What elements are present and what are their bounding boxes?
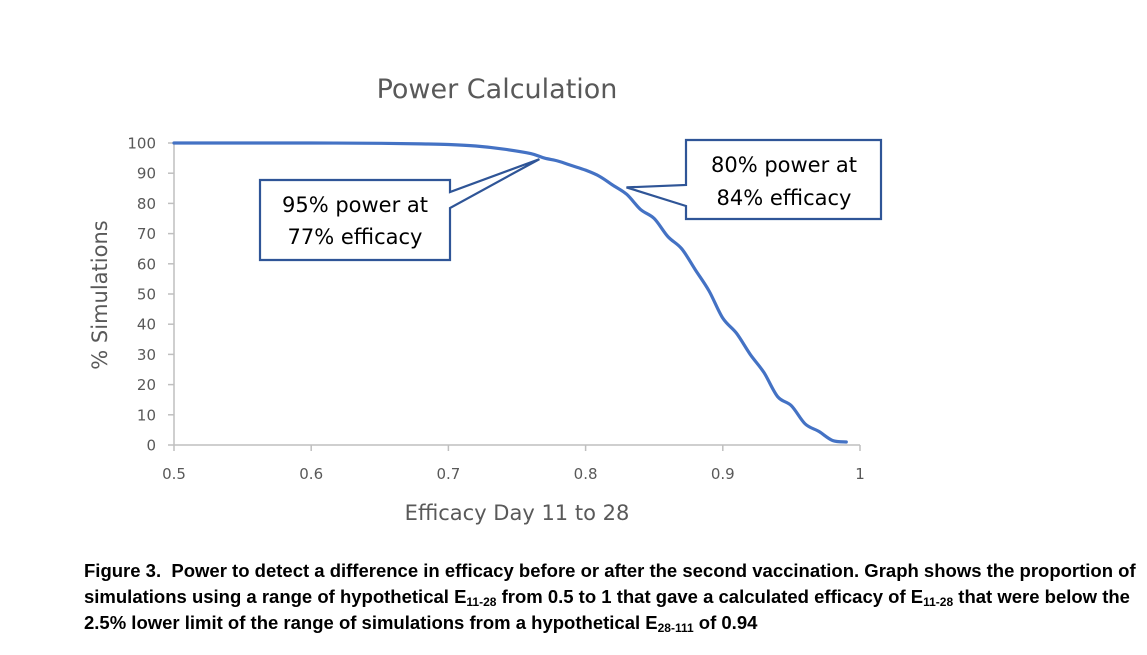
power-calculation-chart: Power Calculation 0 10 20 30 40 50 60 70 80 90 100… [88, 74, 883, 525]
figure-caption: Figure 3. Power to detect a difference i… [84, 558, 1144, 636]
y-tick-labels: 0 10 20 30 40 50 60 70 80 90 100 [127, 135, 156, 455]
y-tick-label: 80 [137, 195, 156, 213]
y-tick-label: 0 [146, 437, 156, 455]
caption-text-1: Power to detect a difference in efficacy… [84, 560, 1136, 607]
x-tick-label: 1 [855, 465, 865, 483]
series-group [172, 141, 848, 444]
annotations: 95% power at 77% efficacy 80% power at 8… [258, 138, 883, 262]
x-axis-label: Efficacy Day 11 to 28 [405, 501, 630, 525]
y-tick-label: 20 [137, 376, 156, 394]
annotation-80-line2: 84% efficacy [717, 186, 852, 210]
y-tick-label: 30 [137, 346, 156, 364]
caption-text-4: of 0.94 [693, 612, 758, 633]
y-axis-label: % Simulations [88, 220, 112, 369]
caption-text-3: that were below the 2.5% lower limit of … [84, 586, 1130, 633]
y-tick-label: 40 [137, 316, 156, 334]
caption-e-subscript-1: 11-28 [466, 595, 497, 609]
series-line [172, 141, 848, 444]
callout-box-80-power [626, 138, 883, 221]
annotation-95-line2: 77% efficacy [288, 225, 423, 249]
caption-text-2: from 0.5 to 1 that gave a calculated eff… [496, 586, 911, 607]
annotation-95-power: 95% power at 77% efficacy [258, 158, 540, 262]
x-tick-label: 0.8 [574, 465, 598, 483]
y-tick-label: 90 [137, 165, 156, 183]
x-tick-labels: 0.5 0.6 0.7 0.8 0.9 1 [162, 465, 865, 483]
y-tick-label: 100 [127, 135, 156, 153]
caption-label: Figure 3. [84, 560, 162, 581]
caption-e-symbol-1: E [454, 586, 467, 607]
y-tick-label: 10 [137, 406, 156, 424]
annotation-95-line1: 95% power at [282, 193, 428, 217]
caption-e-symbol-3: E [645, 612, 658, 633]
x-tick-label: 0.5 [162, 465, 186, 483]
chart-title: Power Calculation [377, 74, 618, 105]
x-tick-label: 0.7 [436, 465, 460, 483]
caption-e-subscript-3: 28-111 [657, 621, 694, 635]
caption-e-subscript-2: 11-28 [923, 595, 954, 609]
y-tick-label: 50 [137, 286, 156, 304]
axes [168, 142, 861, 451]
x-tick-label: 0.6 [299, 465, 323, 483]
y-tick-label: 60 [137, 255, 156, 273]
y-tick-label: 70 [137, 225, 156, 243]
caption-e-symbol-2: E [910, 586, 924, 607]
annotation-80-line1: 80% power at [711, 153, 857, 177]
annotation-80-power: 80% power at 84% efficacy [626, 138, 883, 221]
x-tick-label: 0.9 [711, 465, 735, 483]
callout-box-95-power [258, 158, 540, 262]
